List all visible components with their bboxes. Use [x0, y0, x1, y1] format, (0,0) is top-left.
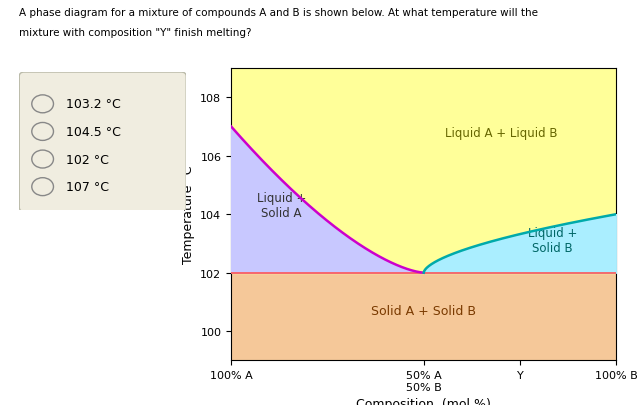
Text: 104.5 °C: 104.5 °C	[66, 126, 121, 139]
Text: 103.2 °C: 103.2 °C	[66, 98, 121, 111]
X-axis label: Composition  (mol %): Composition (mol %)	[356, 397, 491, 405]
Text: mixture with composition "Y" finish melting?: mixture with composition "Y" finish melt…	[19, 28, 252, 38]
Y-axis label: Temperature °C: Temperature °C	[182, 166, 195, 264]
Text: A phase diagram for a mixture of compounds A and B is shown below. At what tempe: A phase diagram for a mixture of compoun…	[19, 8, 538, 18]
Text: Solid A + Solid B: Solid A + Solid B	[371, 305, 476, 318]
FancyBboxPatch shape	[19, 73, 186, 212]
Text: 102 °C: 102 °C	[66, 153, 109, 166]
Text: Liquid +
Solid B: Liquid + Solid B	[528, 227, 577, 255]
Text: 107 °C: 107 °C	[66, 181, 109, 194]
Text: Liquid +
Solid A: Liquid + Solid A	[257, 192, 306, 220]
Text: Liquid A + Liquid B: Liquid A + Liquid B	[444, 126, 557, 139]
